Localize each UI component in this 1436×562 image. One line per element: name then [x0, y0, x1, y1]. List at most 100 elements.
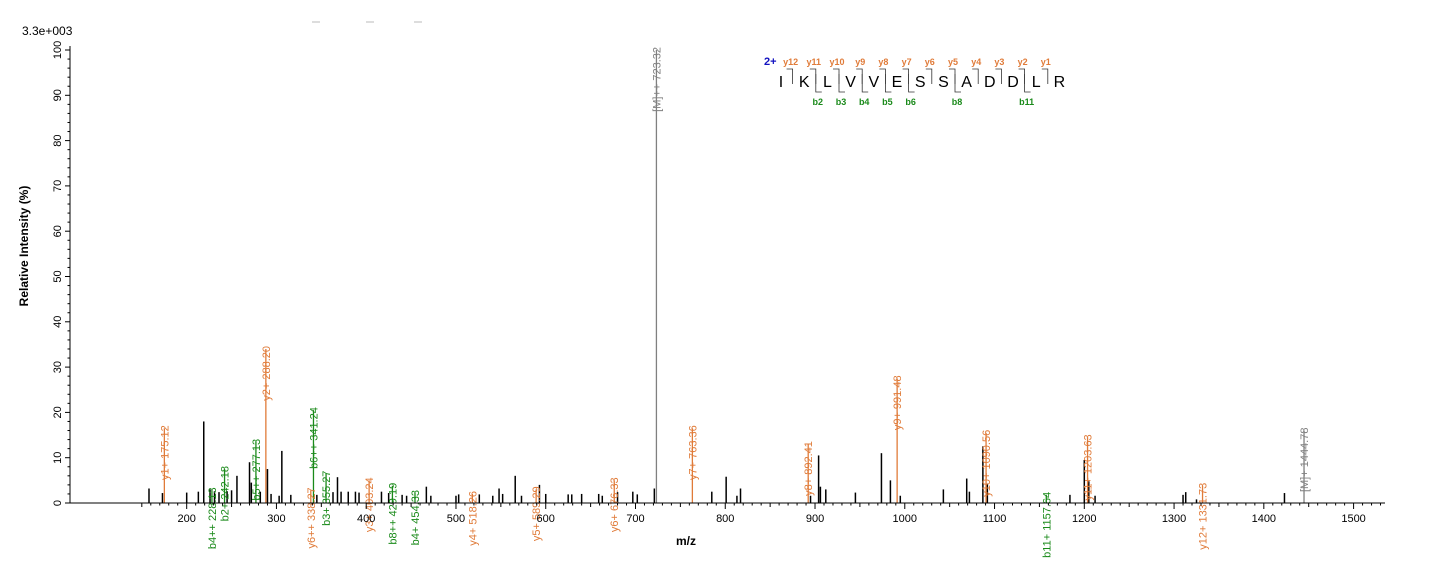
peak-label: y9+ 991.48 — [892, 375, 904, 430]
x-tick-label: 700 — [626, 513, 644, 525]
b-fragment-bracket — [908, 74, 915, 93]
y-fragment-label: y6 — [925, 57, 935, 67]
peak-label: b3+ 355.27 — [321, 471, 333, 526]
sequence-residue: I — [779, 74, 783, 91]
x-tick-label: 1500 — [1341, 513, 1365, 525]
y-fragment-label: y1 — [1041, 57, 1051, 67]
peak-labels-layer: y1+ 175.12 b4++ 228.13 b2+ 242.18 b5++ 277.… — [159, 47, 1311, 558]
y-tick-label: 50 — [52, 270, 64, 282]
y-fragment-bracket — [972, 68, 979, 84]
sequence-residue: V — [845, 74, 856, 91]
x-tick-label: 1100 — [983, 513, 1007, 525]
y-fragment-label: y7 — [902, 57, 912, 67]
b-fragment-bracket — [885, 74, 892, 93]
sequence-residue: A — [961, 74, 972, 91]
sequence-residue: D — [984, 74, 996, 91]
x-tick-label: 900 — [806, 513, 824, 525]
peak-label: y1+ 175.12 — [159, 425, 171, 480]
x-tick-label: 800 — [716, 513, 734, 525]
peak-label: y7+ 763.36 — [687, 425, 699, 480]
sequence-residue: E — [892, 74, 903, 91]
y-tick-label: 70 — [52, 180, 64, 192]
x-tick-label: 1300 — [1162, 513, 1186, 525]
b-fragment-label: b11 — [1019, 97, 1034, 107]
b-fragment-label: b3 — [836, 97, 847, 107]
x-tick-label: 1400 — [1252, 513, 1276, 525]
peak-label: y8+ 892.41 — [803, 441, 815, 496]
y-fragment-label: y9 — [855, 57, 865, 67]
x-tick-label: 600 — [537, 513, 555, 525]
y-fragment-bracket — [879, 68, 886, 84]
x-tick-label: 400 — [357, 513, 375, 525]
b-fragment-bracket — [1024, 74, 1031, 93]
y-fragment-label: y12 — [783, 57, 798, 67]
b-fragment-bracket — [954, 74, 961, 93]
x-tick-label: 1200 — [1072, 513, 1096, 525]
sequence-residue: D — [1007, 74, 1019, 91]
peak-label: y6++ 338.27 — [306, 487, 318, 548]
sequence-residue: L — [1032, 74, 1041, 91]
y-tick-label: 30 — [52, 361, 64, 373]
y-fragment-label: y3 — [994, 57, 1004, 67]
y-fragment-bracket — [949, 68, 956, 84]
y-fragment-label: y8 — [878, 57, 888, 67]
y-fragment-label: y5 — [948, 57, 958, 67]
y-fragment-bracket — [902, 68, 909, 84]
peak-label: y11+ 1203.63 — [1083, 434, 1095, 500]
x-tick-label: 200 — [178, 513, 196, 525]
sequence-residue: V — [868, 74, 879, 91]
y-tick-label: 100 — [52, 41, 64, 59]
y-fragment-label: y4 — [971, 57, 981, 67]
y-tick-label: 80 — [52, 134, 64, 146]
x-tick-label: 500 — [447, 513, 465, 525]
y-tick-label: 60 — [52, 225, 64, 237]
sequence-residue: S — [938, 74, 949, 91]
peak-label: b2+ 242.18 — [220, 466, 232, 521]
y-axis-title: Relative Intensity (%) — [17, 186, 31, 307]
y-fragment-bracket — [809, 68, 817, 84]
sequence-residue: L — [823, 74, 832, 91]
b-fragment-label: b5 — [882, 97, 893, 107]
peak-label: y2+ 288.20 — [261, 346, 273, 401]
sequence-residue: K — [799, 74, 810, 91]
b-fragment-bracket — [838, 74, 845, 93]
y-tick-label: 20 — [52, 406, 64, 418]
peak-label: b6++ 341.24 — [308, 407, 320, 469]
y-tick-label: 0 — [52, 500, 64, 506]
max-intensity-label: 3.3e+003 — [22, 24, 73, 38]
peak-label: y10+ 1090.56 — [981, 430, 993, 497]
y-tick-label: 90 — [52, 89, 64, 101]
peak-label: b8++ 429.19 — [387, 483, 399, 545]
peak-label: y3+ 403.24 — [364, 477, 376, 532]
b-fragment-label: b6 — [905, 97, 916, 107]
peak-label: b11+ 1157.64 — [1041, 492, 1053, 558]
y-tick-label: 40 — [52, 316, 64, 328]
y-fragment-label: y10 — [829, 57, 844, 67]
peak-label: y12+ 1331.73 — [1198, 483, 1210, 550]
y-fragment-bracket — [1018, 68, 1025, 84]
peak-label: y4+ 518.26 — [467, 491, 479, 546]
y-fragment-bracket — [925, 68, 933, 84]
b-fragment-label: b4 — [859, 97, 870, 107]
axes-layer — [69, 21, 1385, 504]
x-tick-label: 1000 — [893, 513, 917, 525]
y-fragment-bracket — [833, 68, 840, 84]
charge-label: 2+ — [764, 56, 777, 68]
b-fragment-bracket — [861, 74, 869, 93]
y-tick-label: 10 — [52, 452, 64, 464]
peak-label: b4++ 228.13 — [207, 487, 219, 549]
x-tick-label: 300 — [267, 513, 285, 525]
sequence-residue: R — [1054, 74, 1066, 91]
peak-label: [M]+ 1444.78 — [1299, 428, 1311, 493]
b-fragment-label: b2 — [813, 97, 824, 107]
peaks-layer — [148, 50, 1305, 503]
peak-label: b4+ 454.33 — [410, 490, 422, 545]
sequence-residue: S — [915, 74, 926, 91]
b-fragment-bracket — [815, 74, 822, 93]
peak-label: [M]++ 723.32 — [651, 47, 663, 112]
peak-label: b5++ 277.13 — [251, 439, 263, 501]
peak-label: y6+ 676.33 — [609, 477, 621, 532]
y-fragment-bracket — [856, 68, 863, 84]
